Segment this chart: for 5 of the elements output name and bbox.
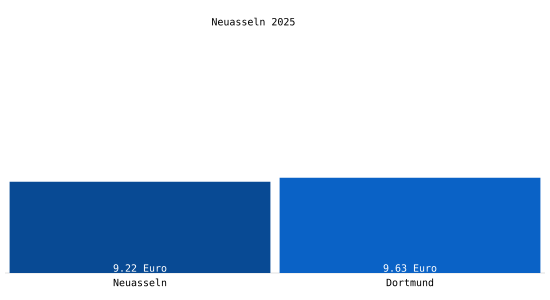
x-tick-label: Dortmund bbox=[386, 278, 434, 286]
chart-title: Neuasseln 2025 bbox=[212, 18, 295, 26]
data-label: 9.63 Euro bbox=[384, 264, 436, 272]
data-label: 9.22 Euro bbox=[114, 264, 166, 272]
x-tick-label: Neuasseln bbox=[114, 278, 166, 286]
